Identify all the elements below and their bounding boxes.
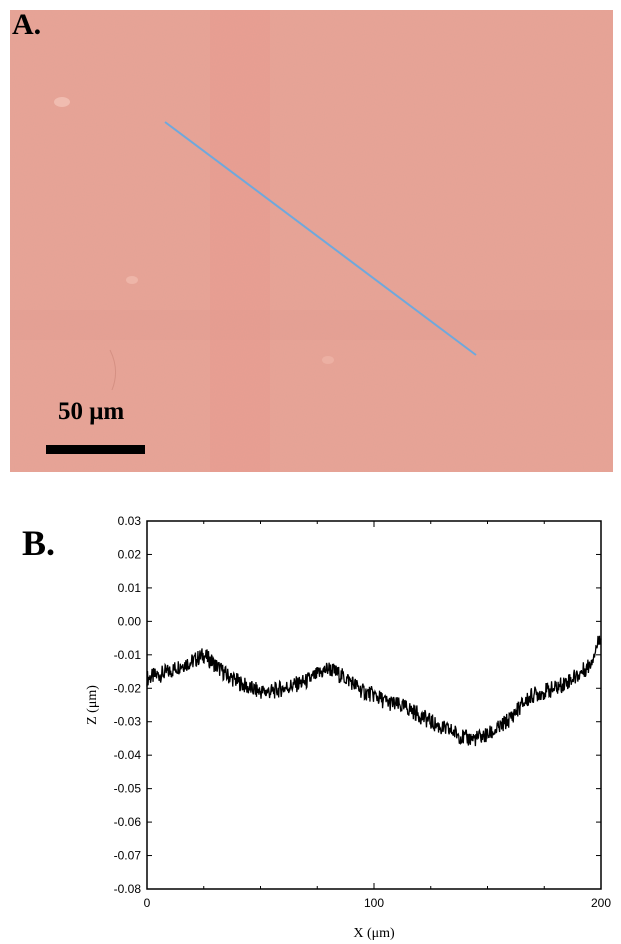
- y-tick-label: -0.04: [114, 748, 142, 762]
- micrograph-panel: [10, 10, 613, 472]
- y-tick-label: -0.05: [114, 782, 142, 796]
- y-tick-label: -0.07: [114, 849, 142, 863]
- x-tick-label: 0: [144, 896, 151, 910]
- surface-scratch: [109, 349, 116, 391]
- surface-defect: [322, 356, 334, 364]
- y-tick-label: -0.02: [114, 681, 142, 695]
- x-tick-label: 200: [591, 896, 611, 910]
- y-tick-label: 0.02: [118, 547, 142, 561]
- y-tick-label: 0.00: [118, 614, 142, 628]
- panel-b-label: B.: [22, 523, 56, 563]
- profile-line: [164, 121, 477, 356]
- x-axis-title: X (μm): [353, 926, 395, 941]
- y-tick-label: 0.01: [118, 581, 142, 595]
- scale-bar: [46, 445, 145, 454]
- y-tick-label: -0.08: [114, 882, 142, 896]
- plot-frame: [146, 520, 602, 890]
- surface-defect: [126, 276, 138, 284]
- profile-chart: 0.03 0.02 0.01 0.00 -0.01 -0.02 -0.03 -0.04 -0.0…: [85, 514, 611, 941]
- y-tick-label: -0.01: [114, 648, 142, 662]
- panel-a-label: A.: [12, 8, 42, 41]
- x-tick-label: 100: [364, 896, 384, 910]
- y-tick-label: -0.06: [114, 815, 142, 829]
- y-axis-title: Z (μm): [85, 685, 100, 725]
- profile-series-line: [146, 635, 602, 747]
- y-tick-label: 0.03: [118, 514, 142, 528]
- surface-defect: [54, 97, 70, 107]
- y-tick-label: -0.03: [114, 715, 142, 729]
- surface-texture: [10, 10, 613, 472]
- scale-bar-label: 50 μm: [58, 398, 125, 425]
- x-axis: 0 100 200: [144, 521, 611, 910]
- micrograph-image: [10, 10, 613, 472]
